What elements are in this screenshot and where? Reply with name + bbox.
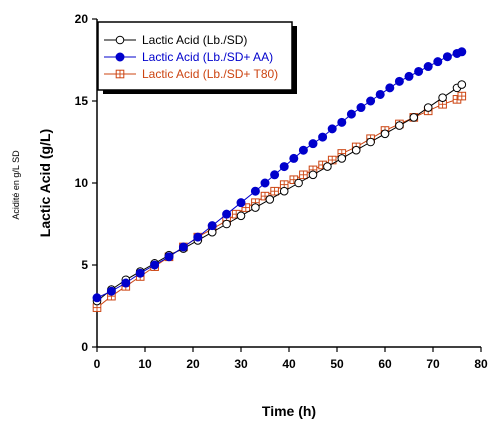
data-point xyxy=(279,162,289,172)
side-label: Acidité en g/L SD xyxy=(11,150,21,220)
data-point xyxy=(409,113,419,122)
data-point xyxy=(106,286,116,296)
data-point xyxy=(121,278,131,288)
data-point xyxy=(366,137,375,147)
series-layer xyxy=(92,47,467,312)
data-point xyxy=(394,76,404,86)
series-line xyxy=(96,95,463,308)
data-point xyxy=(385,83,395,93)
data-point xyxy=(270,186,279,196)
data-point xyxy=(193,232,203,242)
data-point xyxy=(270,170,280,180)
data-point xyxy=(279,186,289,196)
data-point xyxy=(115,35,125,45)
y-tick-label: 0 xyxy=(81,340,88,354)
data-point xyxy=(308,139,318,149)
x-tick-label: 40 xyxy=(282,357,296,371)
data-point xyxy=(135,268,145,278)
data-point xyxy=(457,91,467,101)
data-point xyxy=(308,170,318,180)
data-point xyxy=(289,153,299,163)
legend-entry: Lactic Acid (Lb./SD) xyxy=(104,33,247,47)
data-point xyxy=(164,252,174,262)
data-point xyxy=(457,47,467,57)
data-point xyxy=(260,178,270,188)
legend-box xyxy=(97,21,293,91)
y-axis-title: Lactic Acid (g/L) xyxy=(37,129,53,237)
legend-label: Lactic Acid (Lb./SD+ AA) xyxy=(142,50,273,64)
data-point xyxy=(236,211,246,221)
data-point xyxy=(380,129,390,139)
data-point xyxy=(442,52,452,62)
x-tick-label: 50 xyxy=(330,357,344,371)
x-tick-label: 60 xyxy=(378,357,392,371)
series-2 xyxy=(92,91,467,312)
data-point xyxy=(115,52,125,62)
data-point xyxy=(298,145,308,155)
data-point xyxy=(337,154,347,163)
y-tick-label: 5 xyxy=(81,258,88,272)
data-point xyxy=(423,62,433,72)
data-point xyxy=(251,203,260,212)
data-point xyxy=(222,219,231,229)
data-point xyxy=(92,293,102,303)
legend-entry: Lactic Acid (Lb./SD+ T80) xyxy=(104,67,278,81)
legend-label: Lactic Acid (Lb./SD+ T80) xyxy=(142,67,278,81)
data-point xyxy=(265,195,275,204)
data-point xyxy=(404,71,414,81)
data-point xyxy=(327,155,337,165)
series-line xyxy=(96,51,462,299)
data-point xyxy=(294,178,303,188)
data-point xyxy=(222,209,232,219)
y-tick-label: 20 xyxy=(75,12,89,26)
y-tick-label: 15 xyxy=(75,94,89,108)
x-tick-label: 0 xyxy=(94,357,101,371)
data-point xyxy=(241,203,251,212)
data-point xyxy=(423,103,433,112)
axis-ticks: 0 10 20 30 40 50 60 70 80 0 5 10 15 20 xyxy=(75,12,488,371)
data-point xyxy=(433,57,443,67)
data-point xyxy=(323,162,332,171)
data-point xyxy=(327,124,337,134)
x-tick-label: 80 xyxy=(474,357,488,371)
data-point xyxy=(207,221,217,231)
data-point xyxy=(318,132,328,142)
legend-label: Lactic Acid (Lb./SD) xyxy=(142,33,247,47)
data-point xyxy=(366,96,376,106)
data-point xyxy=(150,260,160,270)
data-point xyxy=(356,103,366,113)
x-tick-label: 10 xyxy=(138,357,152,371)
data-point xyxy=(414,66,424,76)
x-tick-label: 70 xyxy=(426,357,440,371)
data-point xyxy=(346,109,356,119)
data-point xyxy=(236,198,246,208)
legend: Lactic Acid (Lb./SD) Lactic Acid (Lb./SD+… xyxy=(97,21,297,94)
data-point xyxy=(395,121,404,130)
data-point xyxy=(337,117,347,127)
data-point xyxy=(115,69,125,79)
data-point xyxy=(299,170,308,180)
x-tick-label: 20 xyxy=(186,357,200,371)
data-point xyxy=(250,186,260,196)
data-point xyxy=(351,145,361,155)
data-point xyxy=(178,242,188,252)
legend-entry: Lactic Acid (Lb./SD+ AA) xyxy=(104,50,273,64)
x-axis-title: Time (h) xyxy=(262,403,316,419)
x-tick-label: 30 xyxy=(234,357,248,371)
data-point xyxy=(438,93,447,103)
data-point xyxy=(457,80,467,89)
data-point xyxy=(375,89,385,99)
series-1 xyxy=(92,47,467,303)
y-tick-label: 10 xyxy=(75,176,89,190)
